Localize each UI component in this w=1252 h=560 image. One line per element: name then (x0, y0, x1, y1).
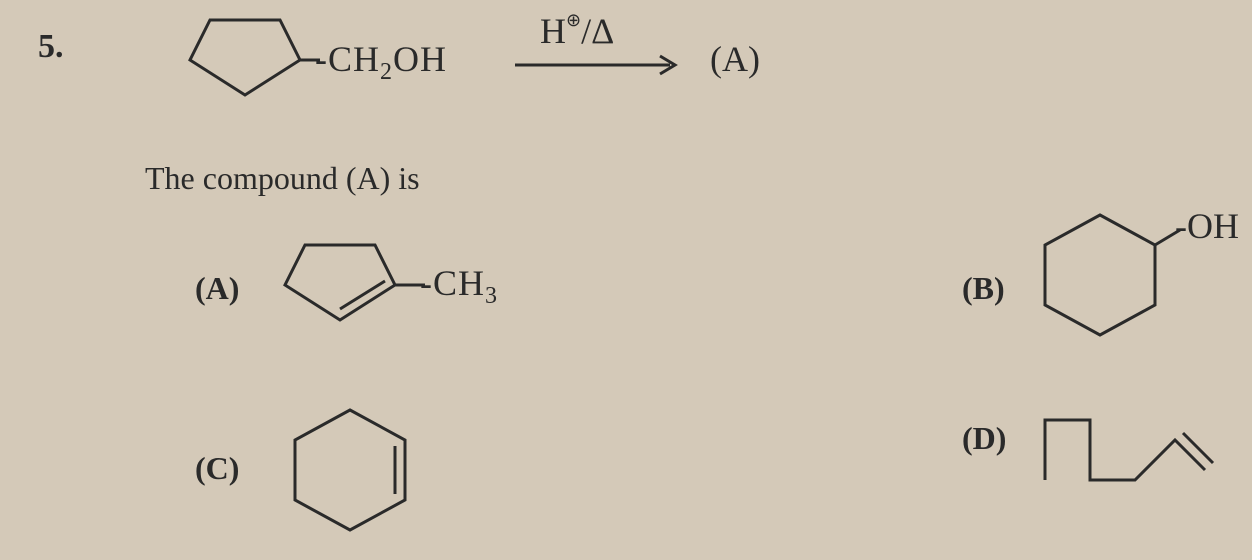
oh-fragment: OH (393, 39, 447, 79)
reagent-charge-icon: ⊕ (566, 10, 581, 30)
option-a-label[interactable]: (A) (195, 270, 239, 307)
option-b-label[interactable]: (B) (962, 270, 1005, 307)
option-d-structure-icon (1035, 385, 1225, 495)
reagent-label: H⊕/Δ (540, 10, 614, 52)
starting-material-substituent: -CH2OH (315, 38, 447, 86)
option-a-structure-icon (275, 225, 425, 335)
reaction-arrow-icon (510, 50, 690, 80)
option-d-label[interactable]: (D) (962, 420, 1006, 457)
ch-fragment: -CH (315, 39, 380, 79)
ch-fragment: -CH (420, 263, 485, 303)
sub-2: 2 (380, 59, 393, 85)
question-prompt: The compound (A) is (145, 160, 420, 197)
option-c-label[interactable]: (C) (195, 450, 239, 487)
option-a-substituent: -CH3 (420, 262, 498, 310)
product-placeholder-label: (A) (710, 38, 760, 80)
question-number: 5. (38, 28, 64, 66)
sub-3: 3 (485, 283, 498, 309)
option-c-structure-icon (280, 400, 430, 550)
starting-material-ring-icon (180, 0, 320, 110)
reagent-H: H (540, 11, 566, 51)
reagent-slash-delta: /Δ (581, 11, 614, 51)
option-b-substituent: -OH (1175, 205, 1239, 247)
